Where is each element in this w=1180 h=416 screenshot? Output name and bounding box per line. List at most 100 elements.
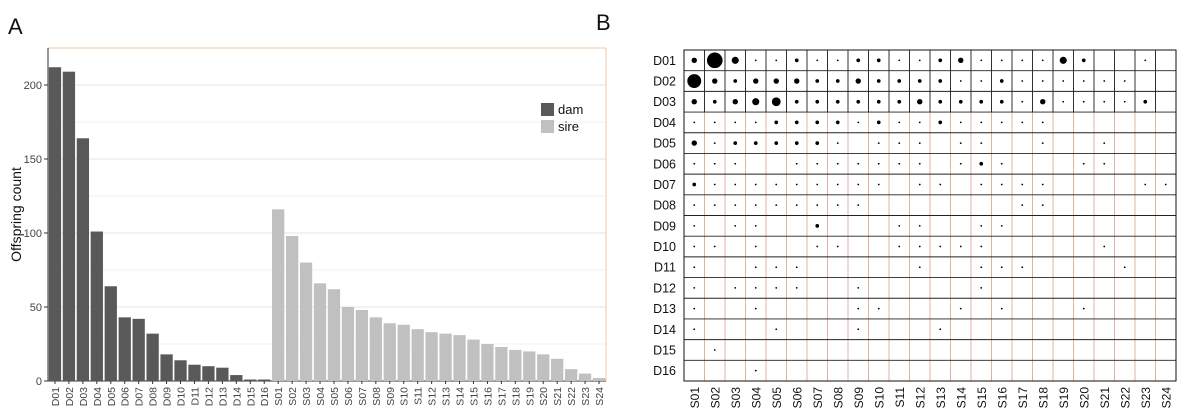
bar-sire-S06	[341, 307, 355, 381]
x-tick-label: S05	[329, 387, 341, 406]
matrix-dot-D03-S08	[835, 99, 840, 104]
x-tick-label: S19	[524, 387, 536, 406]
matrix-dot-D07-S23	[1144, 183, 1147, 186]
matrix-dot-D10-S04	[754, 245, 757, 248]
col-label: S13	[934, 387, 948, 409]
matrix-dot-D10-S11	[898, 245, 901, 248]
matrix-dot-D02-S04	[753, 78, 759, 84]
matrix-dot-D12-S04	[754, 287, 757, 289]
matrix-dot-D03-S05	[771, 97, 781, 107]
matrix-dot-D03-S18	[1040, 99, 1046, 105]
matrix-dot-D04-S08	[835, 120, 840, 125]
matrix-dot-D12-S09	[857, 287, 860, 289]
bar-dam-D14	[230, 375, 243, 381]
matrix-dot-D04-S09	[857, 121, 860, 124]
bar-dam-D09	[160, 354, 173, 381]
bar-sire-S18	[509, 349, 522, 381]
matrix-dot-D12-S05	[775, 287, 778, 289]
matrix-dot-D05-S08	[836, 142, 839, 144]
row-label: D11	[654, 261, 676, 275]
bar-sire-S21	[551, 358, 564, 381]
matrix-dot-D06-S08	[836, 162, 839, 165]
matrix-dot-D08-S01	[693, 204, 696, 207]
matrix-dot-D05-S05	[774, 141, 779, 145]
x-tick-label: S22	[566, 387, 578, 406]
bar-sire-S01	[272, 209, 285, 381]
x-tick-label: D14	[231, 387, 243, 406]
col-label: S19	[1057, 387, 1071, 409]
row-label: D06	[653, 157, 676, 171]
matrix-dot-D08-S06	[795, 204, 798, 207]
matrix-dot-D10-S01	[693, 245, 696, 248]
matrix-dot-D07-S08	[836, 183, 839, 186]
legend-label-dam: dam	[558, 102, 583, 117]
matrix-dot-D07-S02	[713, 183, 716, 186]
x-tick-label: S08	[371, 387, 383, 406]
matrix-dot-D03-S02	[712, 99, 717, 104]
matrix-dot-D10-S13	[939, 245, 942, 248]
panel-label-a: A	[8, 14, 23, 39]
matrix-dot-D13-S14	[959, 307, 962, 310]
matrix-dot-D03-S01	[691, 99, 697, 105]
matrix-dot-D02-S12	[917, 79, 922, 83]
x-tick-label: D05	[106, 387, 118, 406]
y-tick-label: 150	[24, 154, 42, 166]
x-tick-label: D11	[189, 387, 201, 406]
matrix-dot-D01-S01	[691, 57, 697, 64]
legend-label-sire: sire	[558, 119, 579, 134]
col-label: S15	[975, 387, 989, 409]
matrix-dot-D06-S16	[1000, 162, 1003, 165]
matrix-dot-D01-S10	[876, 58, 881, 63]
y-tick-label: 50	[30, 302, 42, 314]
matrix-dot-D01-S06	[794, 58, 799, 63]
matrix-dot-D04-S10	[876, 120, 881, 125]
x-tick-label: D10	[176, 387, 188, 406]
matrix-dot-D13-S10	[877, 307, 880, 310]
matrix-dot-D05-S06	[794, 141, 799, 145]
x-tick-label: S20	[538, 387, 550, 406]
matrix-dot-D05-S02	[713, 142, 716, 144]
matrix-dot-D06-S12	[918, 162, 921, 165]
y-tick-label: 200	[24, 80, 42, 92]
matrix-dot-D08-S07	[816, 204, 819, 207]
col-label: S24	[1159, 387, 1173, 409]
x-tick-label: S10	[399, 387, 411, 406]
matrix-dot-D02-S20	[1082, 80, 1085, 82]
matrix-border	[683, 49, 1177, 382]
row-label: D08	[653, 199, 676, 213]
bar-dam-D03	[76, 138, 90, 381]
matrix-dot-D10-S02	[713, 245, 716, 248]
x-tick-label: D13	[217, 387, 229, 406]
matrix-dot-D02-S01	[687, 74, 702, 88]
matrix-dot-D13-S01	[693, 307, 696, 310]
matrix-dot-D14-S13	[939, 328, 942, 331]
matrix-dot-D15-S02	[713, 349, 716, 351]
matrix-dot-D04-S17	[1021, 121, 1024, 124]
matrix-dot-D09-S03	[734, 224, 737, 227]
matrix-dot-D07-S06	[795, 183, 798, 186]
row-label: D09	[653, 219, 676, 233]
legend-swatch-dam	[541, 103, 554, 116]
matrix-dot-D03-S12	[917, 99, 923, 105]
bar-sire-S05	[327, 289, 341, 381]
matrix-dot-D13-S09	[857, 307, 860, 310]
bar-dam-D13	[216, 367, 229, 381]
matrix-dot-D04-S14	[959, 121, 962, 124]
matrix-dot-D07-S04	[754, 183, 757, 186]
x-tick-label: D08	[148, 387, 160, 406]
matrix-dot-D01-S04	[754, 59, 757, 62]
matrix-dot-D02-S13	[938, 79, 943, 83]
matrix-dot-D05-S21	[1103, 142, 1106, 144]
row-label: D10	[653, 240, 676, 254]
matrix-dot-D06-S15	[979, 161, 984, 166]
matrix-dot-D12-S06	[795, 287, 798, 289]
x-tick-label: S06	[343, 387, 355, 406]
matrix-dot-D01-S19	[1059, 56, 1067, 64]
col-label: S10	[872, 387, 886, 409]
x-tick-label: S03	[301, 387, 313, 406]
x-tick-label: D09	[162, 387, 174, 406]
col-label: S08	[831, 387, 845, 409]
matrix-dot-D04-S15	[980, 121, 983, 124]
x-tick-label: D15	[245, 387, 257, 406]
